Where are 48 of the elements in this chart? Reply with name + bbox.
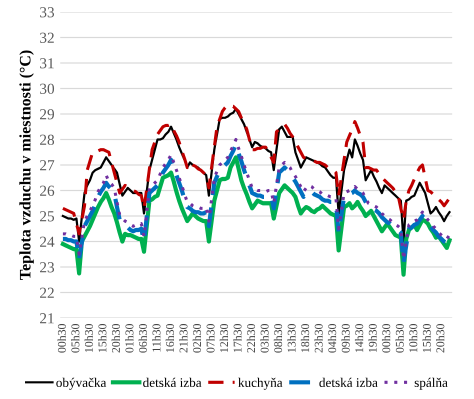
- legend-label: kuchyňa: [238, 378, 282, 390]
- x-tick-label: 03h30: [260, 324, 269, 353]
- x-tick-label: 15h30: [422, 324, 431, 352]
- x-tick-label: 07h30: [206, 324, 215, 353]
- y-tick-label: 32: [40, 32, 54, 43]
- legend-label: detská izba: [319, 378, 378, 388]
- y-tick-label: 28: [40, 134, 54, 145]
- x-tick-label: 05h30: [71, 324, 80, 353]
- x-tick-label: 08h30: [274, 324, 282, 353]
- x-tick-label: 10h30: [408, 324, 418, 352]
- legend-label: spálňa: [414, 378, 448, 390]
- x-tick-label: 10h30: [84, 324, 93, 352]
- x-tick-label: 09h30: [341, 324, 350, 353]
- x-tick-label: 14h30: [354, 324, 364, 352]
- x-tick-label: 21h30: [179, 324, 188, 353]
- x-tick-label: 04h30: [328, 324, 336, 353]
- x-tick-label: 02h30: [192, 324, 202, 353]
- x-tick-label: 12h30: [220, 324, 228, 352]
- y-tick-label: 26: [40, 186, 54, 196]
- y-tick-label: 30: [40, 84, 54, 94]
- y-tick-label: 21: [40, 313, 54, 324]
- y-tick-label: 31: [40, 58, 54, 68]
- legend-label: obývačka: [56, 378, 106, 390]
- legend-label: detská izba: [143, 378, 202, 388]
- x-tick-label: 22h30: [246, 324, 256, 353]
- y-tick-label: 22: [40, 288, 54, 298]
- y-tick-label: 23: [40, 262, 54, 272]
- y-tick-label: 29: [40, 109, 54, 120]
- x-tick-label: 11h30: [152, 324, 160, 352]
- x-tick-label: 05h30: [395, 324, 404, 353]
- x-tick-label: 19h30: [368, 324, 377, 352]
- x-tick-label: 20h30: [436, 324, 444, 353]
- x-tick-label: 06h30: [138, 324, 147, 353]
- x-tick-label: 20h30: [112, 324, 120, 353]
- y-tick-label: 24: [40, 236, 54, 247]
- x-tick-label: 17h30: [233, 324, 242, 352]
- y-tick-label: 25: [40, 211, 54, 222]
- y-axis-title: Teplota vzduchu v miestnosti (°C): [19, 50, 34, 280]
- x-tick-label: 15h30: [98, 324, 106, 352]
- y-tick-label: 27: [40, 160, 54, 170]
- x-tick-label: 23h30: [314, 324, 323, 353]
- y-tick-label: 33: [40, 7, 54, 18]
- x-tick-label: 18h30: [300, 324, 310, 352]
- x-tick-label: 01h30: [125, 324, 134, 353]
- x-tick-label: 00h30: [58, 324, 66, 353]
- x-tick-label: 16h30: [166, 324, 174, 352]
- x-tick-label: 00h30: [382, 324, 390, 353]
- x-tick-label: 13h30: [287, 324, 296, 352]
